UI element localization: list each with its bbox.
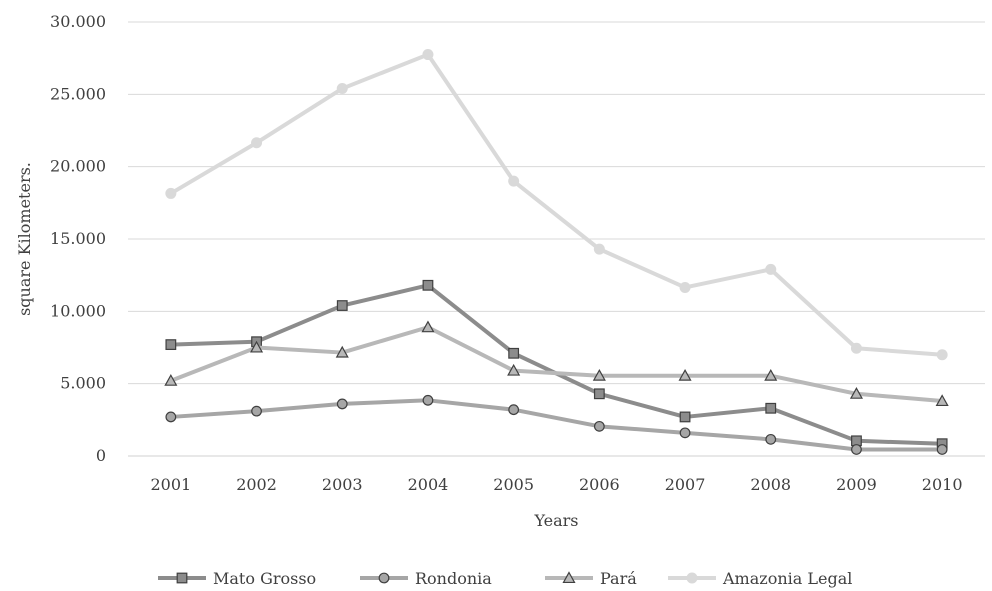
data-point [165,339,177,351]
x-tick-label: 2002 [236,475,277,494]
x-tick-label: 2010 [922,475,963,494]
legend-marker [176,572,188,584]
y-axis-title: square Kilometers. [15,162,34,316]
data-point [765,263,777,275]
series-amazonia-legal [165,49,948,361]
data-point [508,175,520,187]
y-tick-label: 20.000 [50,157,106,176]
data-point [336,300,348,311]
legend-label: Amazonia Legal [722,569,852,588]
series-line [168,398,945,452]
data-point [422,394,434,406]
data-point [679,281,691,293]
legend-item: Mato Grosso [158,569,316,588]
data-point [251,137,263,149]
y-axis-ticks: 0 5.000 10.000 15.000 20.000 25.000 30.000 [50,12,106,465]
y-tick-label: 5.000 [60,374,106,393]
data-point [851,444,862,455]
legend-label: Rondonia [415,569,492,588]
legend-label: Mato Grosso [213,569,316,588]
y-tick-label: 15.000 [50,229,106,248]
data-point [165,187,177,199]
data-point [764,368,778,381]
data-point [849,387,863,399]
x-tick-label: 2008 [750,475,791,494]
data-point [850,342,862,354]
legend-item: Amazonia Legal [668,569,852,588]
x-tick-label: 2004 [408,475,449,494]
data-point [765,402,777,414]
y-tick-label: 10.000 [50,301,106,320]
series-pará [164,320,949,407]
data-point [421,320,435,333]
data-point [935,394,949,407]
x-tick-label: 2005 [493,475,534,494]
x-tick-label: 2003 [322,475,363,494]
x-tick-label: 2007 [665,475,706,494]
legend-marker [378,572,390,584]
x-axis-title: Years [533,511,578,530]
data-point [335,345,349,358]
data-point [936,444,948,455]
data-point [507,363,521,376]
series-line [168,325,945,404]
data-point [679,411,691,423]
series-line [168,52,945,357]
data-point [336,83,348,95]
legend-marker [562,571,576,584]
data-point [165,411,177,423]
legend-item: Pará [545,569,637,588]
x-axis-ticks: 2001 2002 2003 2004 2005 2006 2007 2008 2009 2010 [150,475,962,494]
y-tick-label: 0 [96,446,106,465]
x-tick-label: 2001 [150,475,191,494]
data-point [593,388,605,400]
y-tick-label: 30.000 [50,12,106,31]
data-point [592,368,606,381]
data-point [765,433,777,445]
legend-marker [686,572,698,584]
data-point [679,427,691,439]
x-tick-label: 2009 [836,475,877,494]
data-point [508,404,520,416]
data-point [593,420,605,432]
legend-item: Rondonia [360,569,492,588]
data-point [164,374,178,386]
data-point [251,405,262,417]
y-tick-label: 25.000 [50,84,106,103]
x-tick-label: 2006 [579,475,620,494]
data-point [593,243,605,255]
data-point [936,349,948,361]
series-lines [164,49,949,455]
data-point [422,49,434,61]
data-point [508,347,520,359]
gridlines [128,21,985,457]
data-point [336,398,348,410]
series-mato-grosso [165,279,948,450]
series-rondonia [165,394,948,455]
data-point [678,368,692,381]
data-point [250,340,264,353]
legend-label: Pará [600,569,637,588]
legend: Mato Grosso Rondonia Pará Amazonia Legal [158,569,852,588]
data-point [422,279,434,291]
